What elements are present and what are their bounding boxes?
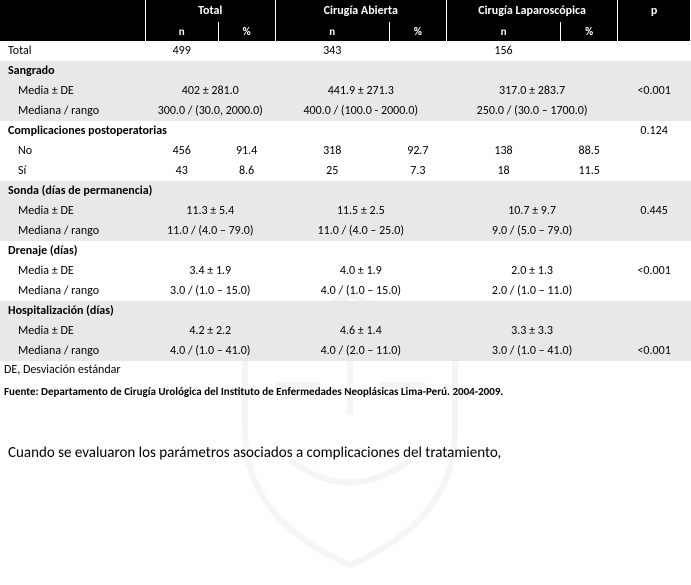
cell: 11.0 / (4.0 – 79.0) xyxy=(145,221,275,241)
cell: 402 ± 281.0 xyxy=(145,81,275,101)
row-sonda: Sonda (días de permanencia) xyxy=(0,181,691,201)
cell-p: 0.445 xyxy=(618,201,691,221)
footnote-source: Fuente: Departamento de Cirugía Urológic… xyxy=(0,379,691,400)
cell: 138 xyxy=(446,141,560,161)
cell: 456 xyxy=(145,141,218,161)
cell: 3.3 ± 3.3 xyxy=(446,321,617,341)
cell-label: Mediana / rango xyxy=(0,101,145,121)
cell: 25 xyxy=(275,161,389,181)
cell-p: <0.001 xyxy=(618,341,691,361)
row-comp-no: No 456 91.4 318 92.7 138 88.5 xyxy=(0,141,691,161)
row-drenaje: Drenaje (días) xyxy=(0,241,691,261)
cell: 3.0 / (1.0 – 15.0) xyxy=(145,281,275,301)
col-open-pct: % xyxy=(389,22,446,41)
cell: 9.0 / (5.0 – 79.0) xyxy=(446,221,617,241)
col-lap-pct: % xyxy=(561,22,618,41)
section-label: Sangrado xyxy=(0,61,691,81)
col-total-pct: % xyxy=(218,22,275,41)
cell-label: Mediana / rango xyxy=(0,341,145,361)
cell: 2.0 ± 1.3 xyxy=(446,261,617,281)
section-label: Hospitalización (días) xyxy=(0,301,691,321)
cell: 88.5 xyxy=(561,141,618,161)
col-p: p xyxy=(618,0,691,22)
col-open: Cirugía Abierta xyxy=(275,0,446,22)
col-total-n: n xyxy=(145,22,218,41)
cell: 318 xyxy=(275,141,389,161)
row-sonda-mediana: Mediana / rango 11.0 / (4.0 – 79.0) 11.0… xyxy=(0,221,691,241)
body-paragraph: Cuando se evaluaron los parámetros asoci… xyxy=(0,400,691,475)
cell-label: Mediana / rango xyxy=(0,281,145,301)
cell-label: Media ± DE xyxy=(0,261,145,281)
cell: 2.0 / (1.0 – 11.0) xyxy=(446,281,617,301)
col-blank2 xyxy=(0,22,145,41)
row-hosp: Hospitalización (días) xyxy=(0,301,691,321)
row-hosp-mediana: Mediana / rango 4.0 / (1.0 – 41.0) 4.0 /… xyxy=(0,341,691,361)
row-drenaje-media: Media ± DE 3.4 ± 1.9 4.0 ± 1.9 2.0 ± 1.3… xyxy=(0,261,691,281)
cell-label: Total xyxy=(0,41,145,61)
cell-label: Mediana / rango xyxy=(0,221,145,241)
cell: 4.0 / (1.0 – 41.0) xyxy=(145,341,275,361)
cell-p: <0.001 xyxy=(618,261,691,281)
cell: 92.7 xyxy=(389,141,446,161)
cell: 8.6 xyxy=(218,161,275,181)
results-table: Total Cirugía Abierta Cirugía Laparoscóp… xyxy=(0,0,691,361)
cell-label: Media ± DE xyxy=(0,81,145,101)
cell: 11.0 / (4.0 – 25.0) xyxy=(275,221,446,241)
row-sonda-media: Media ± DE 11.3 ± 5.4 11.5 ± 2.5 10.7 ± … xyxy=(0,201,691,221)
row-comp-si: Sí 43 8.6 25 7.3 18 11.5 xyxy=(0,161,691,181)
cell: 343 xyxy=(275,41,389,61)
cell: 11.5 xyxy=(561,161,618,181)
row-sangrado: Sangrado xyxy=(0,61,691,81)
cell: 18 xyxy=(446,161,560,181)
row-drenaje-mediana: Mediana / rango 3.0 / (1.0 – 15.0) 4.0 /… xyxy=(0,281,691,301)
cell: 10.7 ± 9.7 xyxy=(446,201,617,221)
col-blank xyxy=(0,0,145,22)
section-label: Complicaciones postoperatorias xyxy=(0,121,618,141)
cell: 317.0 ± 283.7 xyxy=(446,81,617,101)
cell: 300.0 / (30.0, 2000.0) xyxy=(145,101,275,121)
cell: 4.0 ± 1.9 xyxy=(275,261,446,281)
cell: 4.0 / (2.0 – 11.0) xyxy=(275,341,446,361)
col-total: Total xyxy=(145,0,275,22)
section-label: Sonda (días de permanencia) xyxy=(0,181,691,201)
col-p2 xyxy=(618,22,691,41)
cell: 156 xyxy=(446,41,560,61)
section-label: Drenaje (días) xyxy=(0,241,691,261)
cell-label: Sí xyxy=(0,161,145,181)
cell: 7.3 xyxy=(389,161,446,181)
cell: 91.4 xyxy=(218,141,275,161)
cell: 11.5 ± 2.5 xyxy=(275,201,446,221)
cell: 43 xyxy=(145,161,218,181)
cell: 3.0 / (1.0 – 41.0) xyxy=(446,341,617,361)
col-lap: Cirugía Laparoscópica xyxy=(446,0,617,22)
col-lap-n: n xyxy=(446,22,560,41)
cell-label: No xyxy=(0,141,145,161)
cell-p: <0.001 xyxy=(618,81,691,101)
row-hosp-media: Media ± DE 4.2 ± 2.2 4.6 ± 1.4 3.3 ± 3.3 xyxy=(0,321,691,341)
cell: 4.0 / (1.0 – 15.0) xyxy=(275,281,446,301)
cell: 11.3 ± 5.4 xyxy=(145,201,275,221)
row-total: Total 499 343 156 xyxy=(0,41,691,61)
row-comp: Complicaciones postoperatorias 0.124 xyxy=(0,121,691,141)
cell-label: Media ± DE xyxy=(0,201,145,221)
cell: 250.0 / (30.0 – 1700.0) xyxy=(446,101,617,121)
cell-label: Media ± DE xyxy=(0,321,145,341)
cell: 3.4 ± 1.9 xyxy=(145,261,275,281)
cell: 4.2 ± 2.2 xyxy=(145,321,275,341)
col-open-n: n xyxy=(275,22,389,41)
row-sangrado-mediana: Mediana / rango 300.0 / (30.0, 2000.0) 4… xyxy=(0,101,691,121)
cell: 4.6 ± 1.4 xyxy=(275,321,446,341)
cell: 499 xyxy=(145,41,218,61)
cell: 400.0 / (100.0 - 2000.0) xyxy=(275,101,446,121)
cell-p: 0.124 xyxy=(618,121,691,141)
cell: 441.9 ± 271.3 xyxy=(275,81,446,101)
row-sangrado-media: Media ± DE 402 ± 281.0 441.9 ± 271.3 317… xyxy=(0,81,691,101)
footnote-abbrev: DE, Desviación estándar xyxy=(0,361,691,379)
